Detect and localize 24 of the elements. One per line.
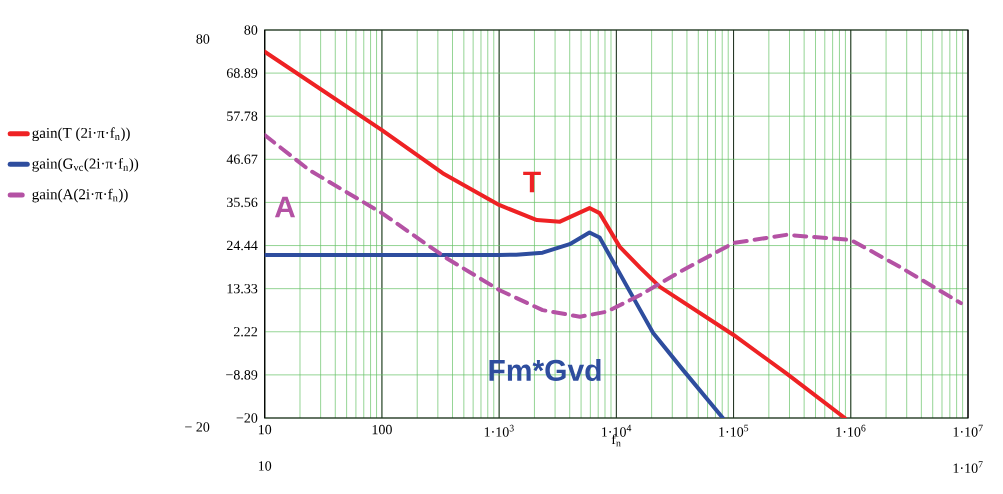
x-tick-label: 1·10$^{6}$ bbox=[836, 424, 866, 437]
y-tick-label: 46.67 bbox=[226, 154, 258, 165]
y-tick-label: 68.89 bbox=[226, 68, 258, 78]
x-tick-label: 100 bbox=[372, 424, 392, 435]
y-tick-label: 24.44 bbox=[226, 240, 258, 251]
y-tick-label: 35.56 bbox=[227, 197, 258, 208]
y-tick-label: 57.78 bbox=[227, 111, 258, 121]
text: 1·10$^{7}$ bbox=[953, 461, 983, 473]
legend-label: gain(A(2i·π·f$_{n}$)) bbox=[32, 188, 128, 203]
y2-tick-label: 80 bbox=[196, 34, 210, 44]
y-tick-label: −8.89 bbox=[226, 370, 258, 380]
y-tick-label: 13.33 bbox=[227, 283, 258, 294]
x-tick-label: 1·10$^{7}$ bbox=[953, 424, 983, 437]
x-tick-label: 10 bbox=[258, 424, 272, 435]
y2-tick-label: − 20 bbox=[185, 422, 210, 432]
text: 10 bbox=[258, 461, 272, 471]
x-tick-label: 1·10$^{5}$ bbox=[719, 424, 749, 437]
legend-label: gain(T (2i·π·f$_{n}$)) bbox=[32, 127, 130, 142]
y-tick-label: −20 bbox=[236, 413, 258, 423]
y-tick-label: 2.22 bbox=[233, 327, 258, 337]
legend-label: gain(G$_{vc}$(2i·π·f$_{n}$)) bbox=[32, 157, 139, 172]
annotation: T bbox=[523, 171, 541, 193]
x-tick-label: 1·10$^{3}$ bbox=[484, 424, 514, 437]
y-tick-label: 80 bbox=[244, 25, 258, 35]
